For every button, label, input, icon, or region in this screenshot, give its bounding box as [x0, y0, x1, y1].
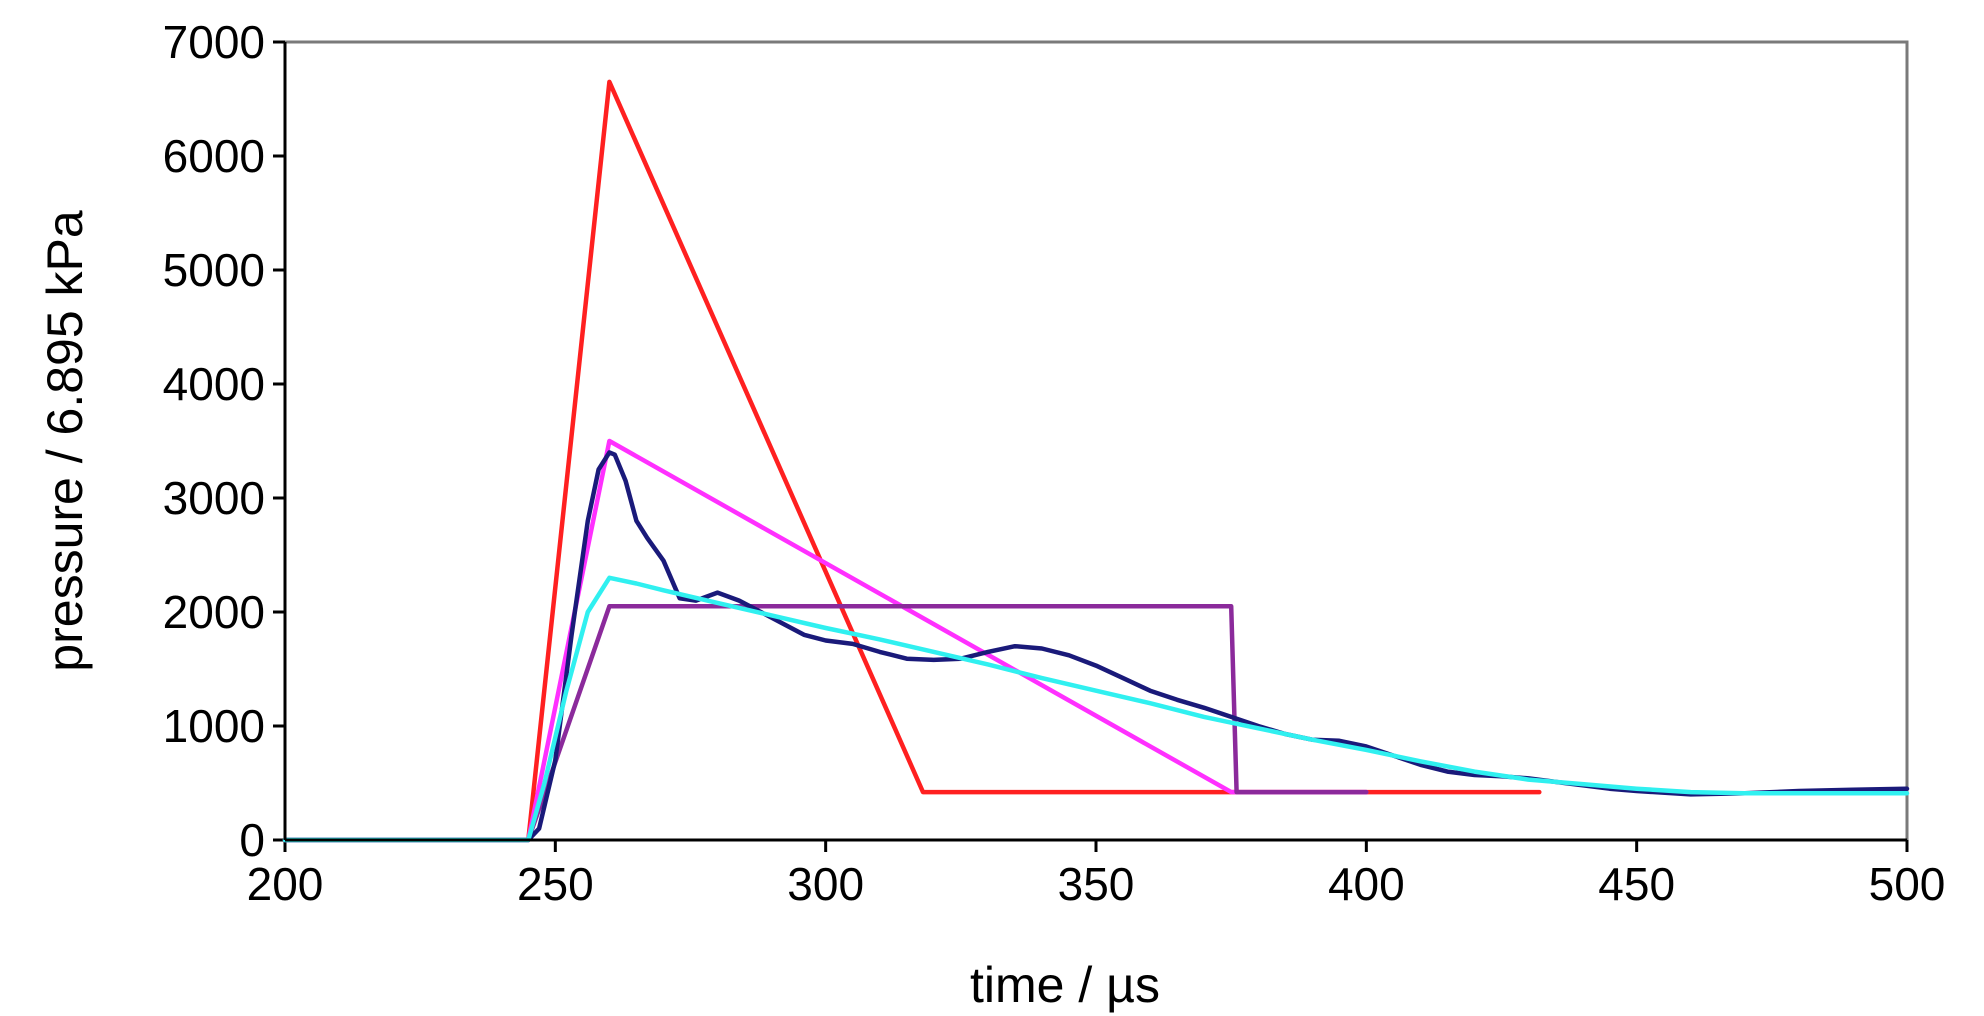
x-axis-ticks: 200 250 300 350 400 450 500: [247, 840, 1946, 910]
y-axis-title: pressure / 6.895 kPa: [37, 210, 93, 672]
x-tick-label: 200: [247, 858, 324, 910]
series-line-5: [282, 575, 1910, 843]
y-tick-label: 1000: [163, 700, 265, 752]
x-tick-label: 350: [1058, 858, 1135, 910]
x-tick-label: 400: [1328, 858, 1405, 910]
y-axis-ticks: 0 1000 2000 3000 4000 5000 6000 7000: [163, 16, 285, 866]
y-tick-label: 5000: [163, 244, 265, 296]
y-tick-label: 3000: [163, 472, 265, 524]
x-tick-label: 450: [1598, 858, 1675, 910]
y-tick-label: 7000: [163, 16, 265, 68]
y-tick-label: 0: [239, 814, 265, 866]
y-tick-label: 6000: [163, 130, 265, 182]
x-axis-title: time / µs: [970, 957, 1160, 1013]
y-tick-label: 2000: [163, 586, 265, 638]
x-tick-label: 250: [517, 858, 594, 910]
x-tick-label: 300: [787, 858, 864, 910]
y-tick-label: 4000: [163, 358, 265, 410]
plot-frame: [283, 40, 1909, 842]
x-tick-label: 500: [1869, 858, 1946, 910]
